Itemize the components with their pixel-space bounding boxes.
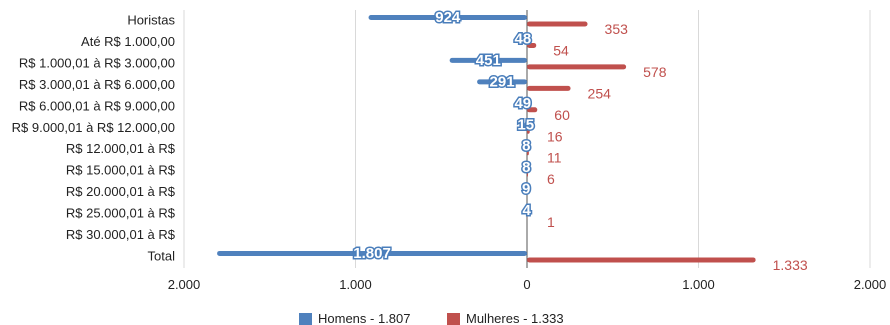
data-label-homens-6: 8 bbox=[522, 138, 530, 155]
bar-homens-7 bbox=[525, 165, 527, 171]
category-label-r-3-000-01-r-6-000-00: R$ 3.000,01 à R$ 6.000,00 bbox=[19, 77, 175, 92]
category-label-r-9-000-01-r-12-000-00: R$ 9.000,01 à R$ 12.000,00 bbox=[12, 120, 175, 135]
data-label-mulheres-2: 578 bbox=[643, 64, 667, 80]
legend-label-mulheres: Mulheres - 1.333 bbox=[466, 311, 564, 325]
bar-homens-3 bbox=[477, 79, 527, 85]
data-label-mulheres-4: 60 bbox=[554, 107, 570, 123]
bar-homens-8 bbox=[525, 186, 527, 192]
bar-mulheres-3 bbox=[527, 85, 571, 91]
data-label-homens-4: 49 bbox=[514, 95, 531, 112]
x-tick-label-2: 0 bbox=[523, 277, 530, 292]
category-labels: Horistas Até R$ 1.000,00 R$ 1.000,01 à R$ … bbox=[12, 13, 176, 264]
category-label-r-6-000-01-r-9-000-00: R$ 6.000,01 à R$ 9.000,00 bbox=[19, 98, 175, 113]
category-label-r-30-000-01-r: R$ 30.000,01 à R$ bbox=[66, 227, 176, 242]
bar-homens-9 bbox=[526, 208, 527, 214]
legend-swatch-homens bbox=[299, 313, 312, 325]
category-label-total: Total bbox=[148, 248, 176, 263]
x-tick-label-0: 2.000 bbox=[168, 277, 201, 292]
data-label-mulheres-5: 16 bbox=[547, 128, 563, 144]
data-label-mulheres-11: 1.333 bbox=[773, 257, 808, 273]
x-axis-tick-labels: 2.000 1.000 0 1.000 2.000 bbox=[168, 277, 887, 292]
x-tick-label-3: 1.000 bbox=[682, 277, 715, 292]
data-label-mulheres-9: 1 bbox=[547, 214, 555, 230]
bar-homens-0 bbox=[368, 15, 527, 20]
bar-mulheres-0 bbox=[527, 21, 588, 27]
data-label-homens-8: 9 bbox=[522, 181, 530, 198]
category-label-r-1-000-01-r-3-000-00: R$ 1.000,01 à R$ 3.000,00 bbox=[19, 55, 175, 70]
data-label-homens-2: 451 bbox=[476, 52, 501, 69]
data-label-homens-9: 4 bbox=[522, 202, 531, 219]
category-label-horistas: Horistas bbox=[127, 13, 175, 28]
data-label-homens-3: 291 bbox=[490, 73, 515, 90]
bar-homens-2 bbox=[449, 57, 527, 63]
legend: Homens - 1.807 Mulheres - 1.333 bbox=[299, 311, 564, 325]
bar-mulheres-7 bbox=[527, 171, 529, 177]
bar-mulheres-6 bbox=[527, 150, 529, 156]
data-label-mulheres-0: 353 bbox=[605, 21, 629, 37]
data-label-homens-7: 8 bbox=[522, 159, 530, 176]
bar-homens-6 bbox=[525, 143, 527, 149]
legend-label-homens: Homens - 1.807 bbox=[318, 311, 411, 325]
bar-mulheres-5 bbox=[527, 128, 530, 134]
category-label-at-r-1-000-00: Até R$ 1.000,00 bbox=[81, 34, 175, 49]
category-label-r-20-000-01-r: R$ 20.000,01 à R$ bbox=[66, 184, 176, 199]
data-label-homens-1: 48 bbox=[515, 30, 532, 47]
bar-homens-1 bbox=[518, 36, 527, 42]
data-labels: 924 353 48 54 451 578 291 254 49 60 15 16 8 11 8 6 9 41 1.… bbox=[352, 8, 808, 273]
data-label-mulheres-6: 11 bbox=[547, 150, 562, 166]
category-label-r-12-000-01-r: R$ 12.000,01 à R$ bbox=[66, 141, 176, 156]
bar-mulheres-11 bbox=[527, 257, 756, 263]
data-label-homens-11: 1.807 bbox=[353, 245, 391, 262]
x-tick-label-4: 2.000 bbox=[854, 277, 887, 292]
bar-homens-5 bbox=[524, 122, 527, 128]
category-label-r-25-000-01-r: R$ 25.000,01 à R$ bbox=[66, 206, 176, 221]
bar-homens-4 bbox=[518, 100, 527, 106]
data-label-mulheres-3: 254 bbox=[588, 85, 612, 101]
data-label-homens-5: 15 bbox=[517, 116, 534, 133]
bars bbox=[217, 15, 756, 263]
data-label-mulheres-1: 54 bbox=[553, 42, 569, 58]
legend-swatch-mulheres bbox=[447, 313, 460, 325]
gridlines bbox=[183, 10, 871, 268]
bar-mulheres-2 bbox=[527, 64, 627, 70]
data-label-mulheres-7: 6 bbox=[547, 171, 555, 187]
bar-mulheres-4 bbox=[527, 107, 538, 113]
x-tick-label-1: 1.000 bbox=[339, 277, 372, 292]
data-label-homens-0: 924 bbox=[435, 9, 461, 26]
category-label-r-15-000-01-r: R$ 15.000,01 à R$ bbox=[66, 163, 176, 178]
bar-mulheres-1 bbox=[527, 42, 537, 48]
bar-homens-11 bbox=[217, 250, 528, 256]
